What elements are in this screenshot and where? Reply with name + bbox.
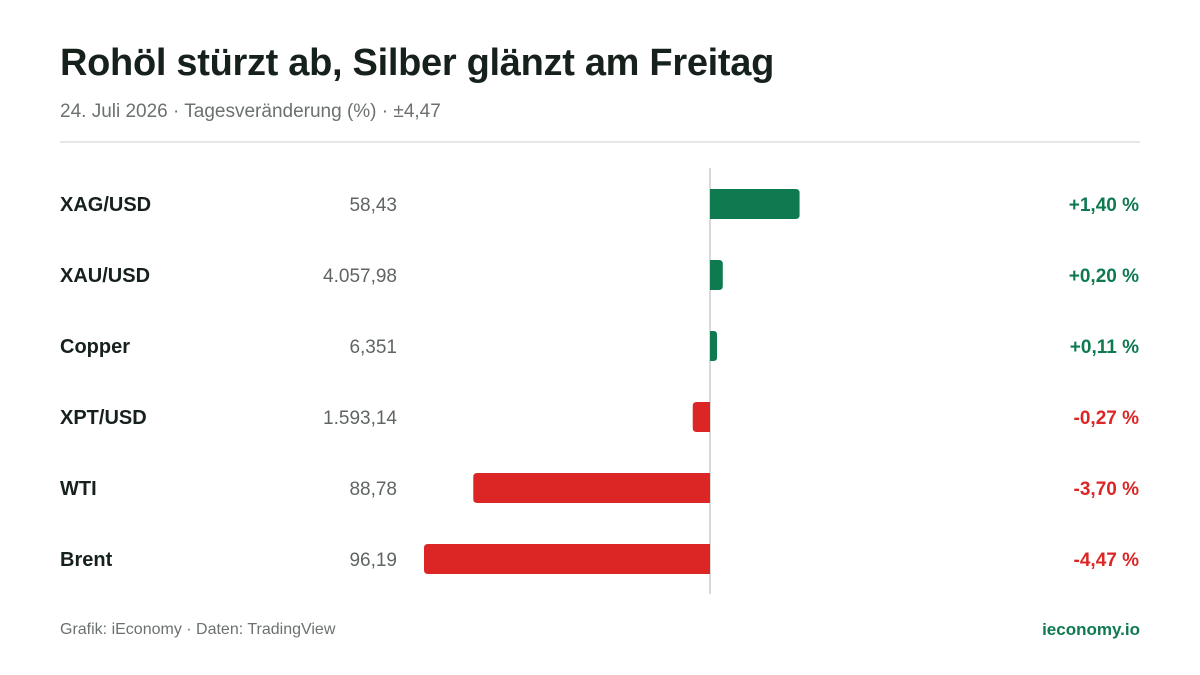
footer-source: Grafik: iEconomy · Daten: TradingView [60,621,336,638]
header-divider [60,141,1140,143]
category-label: XAG/USD [60,194,151,216]
category-label: XPT/USD [60,407,147,429]
price-label: 4.057,98 [323,266,397,287]
category-label: Copper [60,336,130,358]
bar [692,402,710,432]
bar [710,260,723,290]
chart-subtitle: 24. Juli 2026 · Tagesveränderung (%) · ±… [60,101,441,122]
value-label: +0,11 % [1070,337,1139,358]
price-label: 58,43 [349,195,397,216]
bar [710,331,718,361]
category-label: Brent [60,549,113,571]
bar [473,473,710,503]
value-label: -3,70 % [1074,479,1140,500]
price-label: 96,19 [349,550,397,571]
price-label: 1.593,14 [323,408,397,429]
value-label: +1,40 % [1069,195,1139,216]
value-label: +0,20 % [1069,266,1139,287]
price-label: 6,351 [349,337,397,358]
category-label: WTI [60,478,97,500]
bar [710,189,800,219]
chart-title: Rohöl stürzt ab, Silber glänzt am Freita… [60,42,775,84]
bar [424,544,710,574]
value-label: -0,27 % [1074,408,1140,429]
price-label: 88,78 [349,479,397,500]
value-label: -4,47 % [1074,550,1140,571]
footer-brand-link[interactable]: ieconomy.io [1042,620,1140,639]
category-label: XAU/USD [60,265,150,287]
